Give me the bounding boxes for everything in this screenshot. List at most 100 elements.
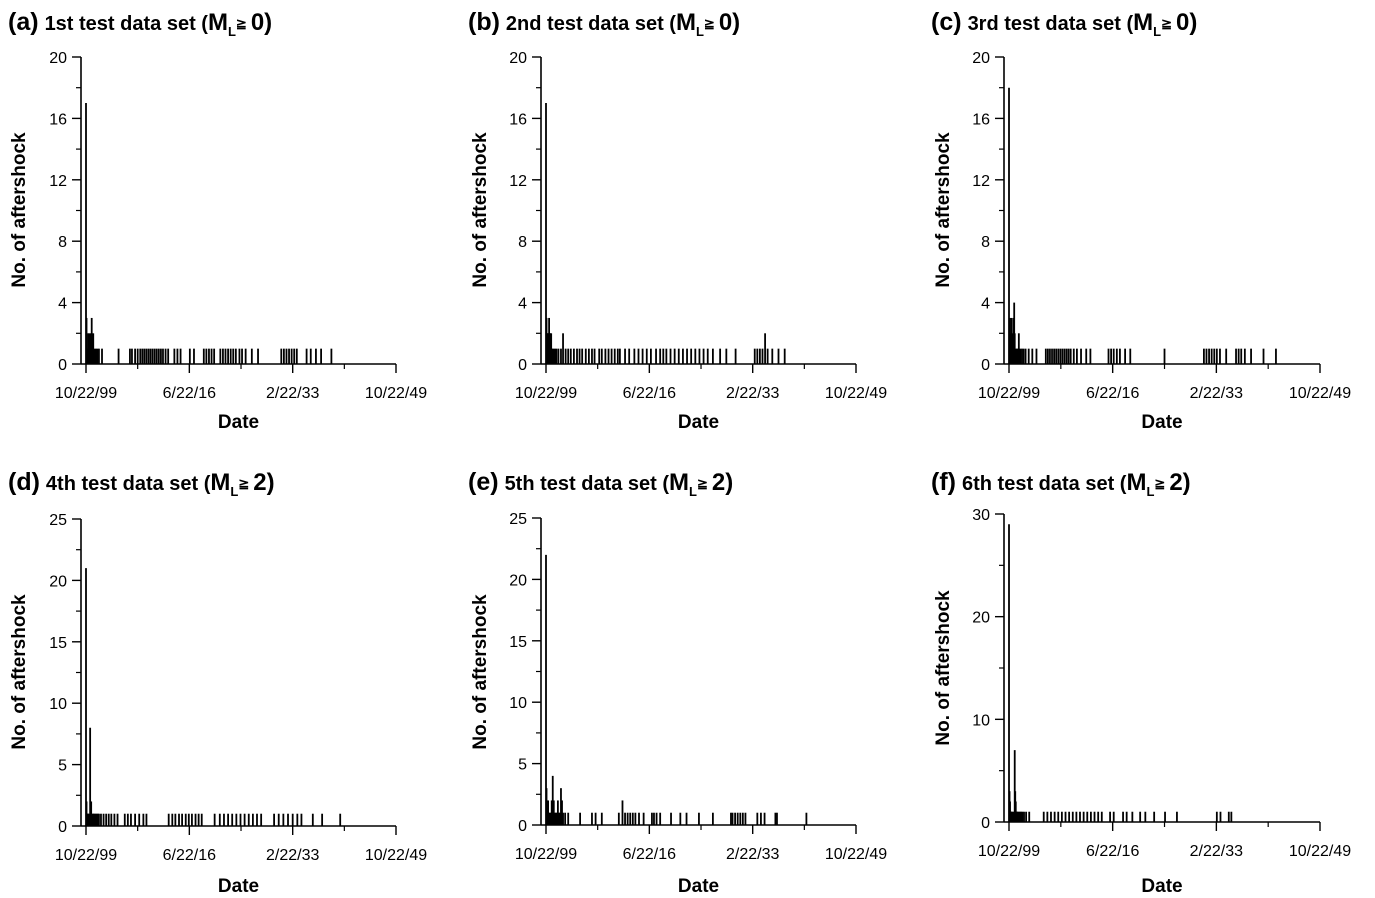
y-axis-label: No. of aftershock — [470, 132, 491, 288]
panel-title-text: 1st test data set ( — [45, 13, 209, 35]
y-tick-label: 0 — [58, 819, 67, 836]
x-axis-label: Date — [218, 876, 259, 897]
condition-value: 2) — [712, 469, 733, 496]
condition-subscript: L — [1146, 484, 1154, 499]
x-tick-label: 10/22/99 — [978, 843, 1040, 860]
y-tick-label: 25 — [509, 511, 527, 528]
condition-subscript: L — [228, 24, 236, 39]
x-axis-label: Date — [1141, 412, 1182, 433]
condition-operator: ≧ — [697, 476, 708, 491]
x-axis-label: Date — [678, 876, 719, 897]
condition-subscript: L — [689, 484, 697, 499]
condition-symbol: M — [210, 469, 230, 496]
x-tick-label: 10/22/49 — [1289, 843, 1351, 860]
panel-1: (a) 1st test data set (ML≧ 0) 0 4 8 12 16 20 10/2… — [8, 8, 427, 433]
y-tick-label: 20 — [972, 610, 990, 627]
series-bars — [85, 103, 333, 364]
y-tick-label: 10 — [972, 712, 990, 729]
y-tick-label: 0 — [518, 818, 527, 835]
x-tick-label: 2/22/33 — [266, 847, 319, 864]
y-tick-label: 5 — [58, 758, 67, 775]
y-axis-label: No. of aftershock — [470, 594, 491, 750]
panel-title-text: 6th test data set ( — [962, 473, 1127, 495]
series-bars — [1008, 524, 1233, 822]
condition-subscript: L — [230, 484, 238, 499]
condition-subscript: L — [1153, 24, 1161, 39]
panel-letter: (e) — [468, 468, 499, 496]
panel-2: (b) 2nd test data set (ML≧ 0) 0 4 8 12 16 20 10/2… — [468, 8, 887, 433]
condition-operator: ≧ — [704, 16, 715, 31]
y-tick-label: 4 — [981, 296, 990, 313]
panel-letter: (a) — [8, 8, 39, 36]
x-tick-label: 10/22/49 — [365, 847, 427, 864]
condition-symbol: M — [669, 469, 689, 496]
y-tick-label: 0 — [58, 357, 67, 374]
x-tick-label: 2/22/33 — [726, 385, 779, 402]
series-bars — [1008, 87, 1277, 364]
series-bars — [545, 103, 786, 364]
x-tick-label: 2/22/33 — [1190, 843, 1243, 860]
x-tick-label: 10/22/99 — [515, 846, 577, 863]
panel-letter: (f) — [931, 468, 956, 496]
y-tick-label: 5 — [518, 757, 527, 774]
condition-operator: ≧ — [238, 476, 249, 491]
y-tick-label: 25 — [49, 512, 67, 529]
panel-title-text: 4th test data set ( — [46, 473, 211, 495]
y-tick-label: 0 — [981, 357, 990, 374]
panel-title: (f) 6th test data set (ML≧ 2) — [931, 468, 1191, 499]
condition-operator: ≧ — [1161, 16, 1172, 31]
panel-letter: (c) — [931, 8, 962, 36]
y-tick-label: 16 — [49, 111, 67, 128]
panel-title: (a) 1st test data set (ML≧ 0) — [8, 8, 272, 39]
condition-symbol: M — [1126, 469, 1146, 496]
condition-value: 0) — [251, 9, 272, 36]
y-tick-label: 10 — [49, 696, 67, 713]
condition-operator: ≧ — [1154, 476, 1165, 491]
y-axis-label: No. of aftershock — [933, 132, 954, 288]
y-tick-label: 12 — [972, 173, 990, 190]
condition-symbol: M — [208, 9, 228, 36]
x-tick-label: 2/22/33 — [1190, 385, 1243, 402]
y-tick-label: 12 — [509, 173, 527, 190]
x-tick-label: 10/22/49 — [1289, 385, 1351, 402]
y-tick-label: 8 — [518, 234, 527, 251]
panel-letter: (b) — [468, 8, 500, 36]
y-tick-label: 20 — [509, 572, 527, 589]
y-tick-label: 20 — [49, 573, 67, 590]
x-tick-label: 2/22/33 — [266, 385, 319, 402]
panel-title-text: 3rd test data set ( — [968, 13, 1134, 35]
y-axis-label: No. of aftershock — [9, 132, 30, 288]
panel-title-text: 2nd test data set ( — [506, 13, 676, 35]
condition-symbol: M — [1133, 9, 1153, 36]
x-tick-label: 10/22/99 — [515, 385, 577, 402]
y-axis-label: No. of aftershock — [9, 594, 30, 750]
y-tick-label: 16 — [972, 111, 990, 128]
x-tick-label: 10/22/49 — [825, 846, 887, 863]
y-tick-label: 0 — [518, 357, 527, 374]
panel-title: (c) 3rd test data set (ML≧ 0) — [931, 8, 1197, 39]
x-tick-label: 6/22/16 — [623, 385, 676, 402]
x-tick-label: 10/22/99 — [978, 385, 1040, 402]
x-tick-label: 6/22/16 — [1086, 385, 1139, 402]
x-tick-label: 6/22/16 — [623, 846, 676, 863]
x-axis-label: Date — [678, 412, 719, 433]
x-tick-label: 10/22/99 — [55, 847, 117, 864]
condition-value: 2) — [253, 469, 274, 496]
condition-symbol: M — [676, 9, 696, 36]
y-axis-label: No. of aftershock — [933, 590, 954, 746]
y-tick-label: 30 — [972, 507, 990, 524]
y-tick-label: 4 — [58, 296, 67, 313]
y-tick-label: 10 — [509, 695, 527, 712]
y-tick-label: 0 — [981, 815, 990, 832]
x-tick-label: 6/22/16 — [1086, 843, 1139, 860]
panel-title-text: 5th test data set ( — [505, 473, 670, 495]
y-tick-label: 12 — [49, 173, 67, 190]
series-bars — [545, 554, 808, 825]
series-bars — [85, 568, 342, 826]
y-tick-label: 16 — [509, 111, 527, 128]
y-tick-label: 20 — [972, 50, 990, 67]
condition-operator: ≧ — [236, 16, 247, 31]
y-tick-label: 8 — [981, 234, 990, 251]
x-axis-label: Date — [1141, 876, 1182, 897]
x-tick-label: 10/22/49 — [365, 385, 427, 402]
